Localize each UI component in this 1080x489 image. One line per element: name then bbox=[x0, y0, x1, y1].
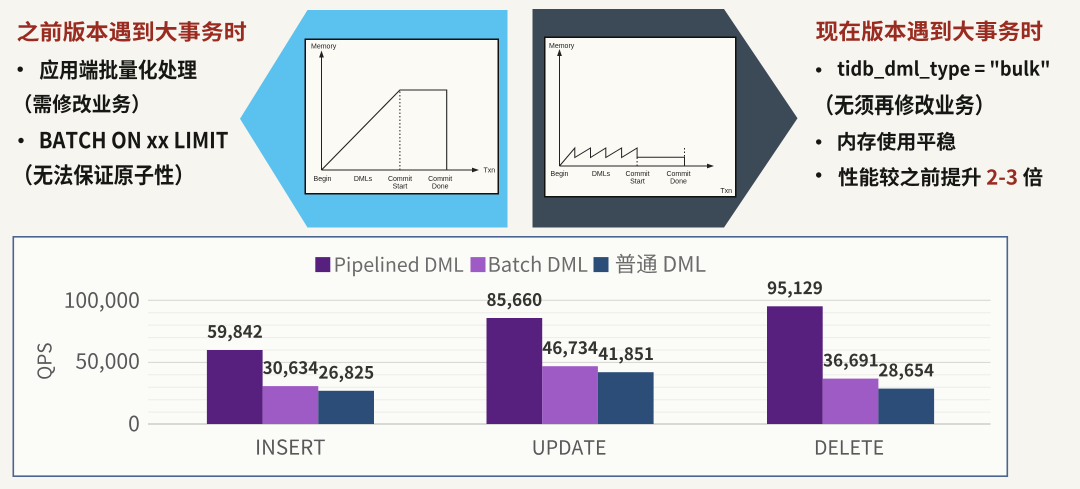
svg-text:Commit: Commit bbox=[666, 171, 690, 178]
svg-text:DMLs: DMLs bbox=[354, 176, 373, 183]
svg-text:Commit: Commit bbox=[388, 176, 412, 183]
svg-text:Begin: Begin bbox=[551, 171, 569, 178]
svg-text:Memory: Memory bbox=[311, 43, 337, 50]
svg-text:Txn: Txn bbox=[484, 168, 496, 175]
svg-text:Memory: Memory bbox=[549, 43, 575, 50]
svg-text:Start: Start bbox=[393, 183, 408, 190]
svg-text:Done: Done bbox=[670, 178, 687, 185]
svg-text:Commit: Commit bbox=[428, 176, 452, 183]
svg-text:Start: Start bbox=[630, 178, 645, 185]
svg-text:Txn: Txn bbox=[720, 188, 732, 195]
svg-text:Begin: Begin bbox=[314, 176, 332, 183]
svg-text:Commit: Commit bbox=[625, 171, 649, 178]
svg-text:Done: Done bbox=[432, 183, 449, 190]
svg-text:DMLs: DMLs bbox=[592, 171, 611, 178]
